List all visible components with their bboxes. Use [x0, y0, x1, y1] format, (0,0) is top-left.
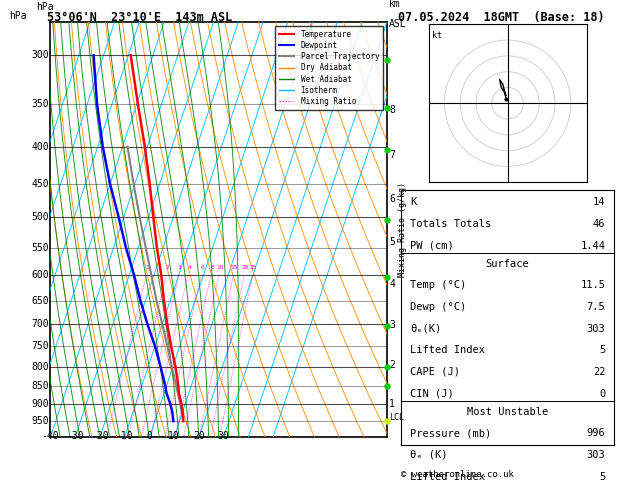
Text: 350: 350: [31, 99, 49, 109]
Text: 14: 14: [593, 197, 605, 208]
Text: 800: 800: [31, 362, 49, 372]
Text: Lifted Index: Lifted Index: [410, 471, 485, 482]
Text: 5: 5: [599, 345, 605, 355]
Text: 900: 900: [31, 399, 49, 409]
Text: 3: 3: [389, 320, 395, 330]
Text: Temp (°C): Temp (°C): [410, 280, 466, 290]
Text: 5: 5: [599, 471, 605, 482]
Text: 10: 10: [168, 431, 180, 441]
Text: 850: 850: [31, 381, 49, 391]
Text: 700: 700: [31, 319, 49, 329]
Text: Totals Totals: Totals Totals: [410, 219, 491, 229]
Text: Most Unstable: Most Unstable: [467, 406, 548, 417]
Text: 550: 550: [31, 243, 49, 253]
Text: 1.44: 1.44: [581, 241, 605, 251]
Text: 300: 300: [31, 51, 49, 60]
Text: Mixing Ratio (g/kg): Mixing Ratio (g/kg): [398, 182, 407, 277]
Text: Lifted Index: Lifted Index: [410, 345, 485, 355]
Text: Dewp (°C): Dewp (°C): [410, 302, 466, 312]
Text: 2: 2: [166, 265, 169, 270]
Text: 20: 20: [193, 431, 204, 441]
Text: 10: 10: [216, 265, 224, 270]
Text: hPa: hPa: [9, 11, 27, 21]
Text: 30: 30: [218, 431, 230, 441]
Text: θₑ (K): θₑ (K): [410, 450, 447, 460]
Text: 303: 303: [587, 450, 605, 460]
Text: -30: -30: [66, 431, 84, 441]
Text: 20: 20: [242, 265, 249, 270]
Text: 5: 5: [389, 237, 395, 247]
Text: 8: 8: [210, 265, 214, 270]
Text: LCL: LCL: [389, 413, 404, 422]
Text: 25: 25: [250, 265, 257, 270]
Text: 15: 15: [231, 265, 238, 270]
Text: 53°06'N  23°10'E  143m ASL: 53°06'N 23°10'E 143m ASL: [47, 11, 233, 24]
Text: 46: 46: [593, 219, 605, 229]
Text: Pressure (mb): Pressure (mb): [410, 428, 491, 438]
Text: 1: 1: [389, 399, 395, 409]
Text: 4: 4: [187, 265, 191, 270]
Text: 400: 400: [31, 141, 49, 152]
Text: 750: 750: [31, 341, 49, 351]
Text: ASL: ASL: [389, 18, 407, 29]
Text: θₑ(K): θₑ(K): [410, 324, 441, 333]
Text: -10: -10: [116, 431, 133, 441]
Text: 6: 6: [389, 194, 395, 204]
Text: 950: 950: [31, 416, 49, 426]
Text: 996: 996: [587, 428, 605, 438]
Text: hPa: hPa: [36, 2, 54, 12]
Text: PW (cm): PW (cm): [410, 241, 454, 251]
Text: 450: 450: [31, 179, 49, 189]
Text: 650: 650: [31, 295, 49, 306]
Text: 303: 303: [587, 324, 605, 333]
Text: kt: kt: [431, 31, 442, 40]
Text: CIN (J): CIN (J): [410, 389, 454, 399]
Text: 7.5: 7.5: [587, 302, 605, 312]
Legend: Temperature, Dewpoint, Parcel Trajectory, Dry Adiabat, Wet Adiabat, Isotherm, Mi: Temperature, Dewpoint, Parcel Trajectory…: [276, 26, 383, 110]
Text: Surface: Surface: [486, 259, 530, 269]
Text: 6: 6: [201, 265, 204, 270]
Text: 11.5: 11.5: [581, 280, 605, 290]
Text: K: K: [410, 197, 416, 208]
Text: 0: 0: [147, 431, 152, 441]
Text: 2: 2: [389, 360, 395, 369]
Text: 22: 22: [593, 367, 605, 377]
Text: © weatheronline.co.uk: © weatheronline.co.uk: [401, 469, 514, 479]
Text: 0: 0: [599, 389, 605, 399]
Text: 600: 600: [31, 270, 49, 280]
Text: 1: 1: [146, 265, 150, 270]
Text: 7: 7: [389, 150, 395, 160]
Text: 4: 4: [389, 278, 395, 289]
Text: CAPE (J): CAPE (J): [410, 367, 460, 377]
Text: -40: -40: [42, 431, 59, 441]
Text: 3: 3: [178, 265, 182, 270]
Text: km: km: [389, 0, 401, 9]
Text: 07.05.2024  18GMT  (Base: 18): 07.05.2024 18GMT (Base: 18): [398, 11, 604, 24]
Text: -20: -20: [91, 431, 109, 441]
Text: 8: 8: [389, 104, 395, 115]
Text: 500: 500: [31, 212, 49, 223]
